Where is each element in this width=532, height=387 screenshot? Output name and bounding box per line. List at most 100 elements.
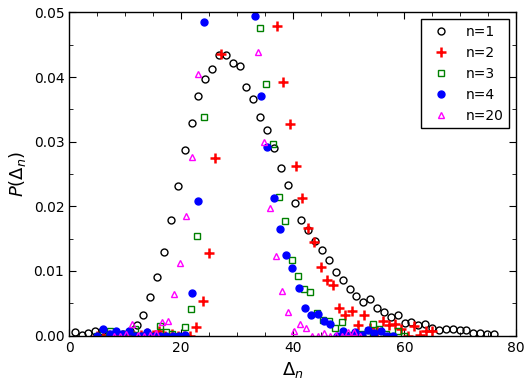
- n=3: [151, 333, 157, 338]
- n=20: [117, 333, 123, 338]
- n=20: [356, 333, 363, 338]
- n=1: [113, 330, 119, 335]
- n=20: [321, 330, 327, 335]
- n=4: [100, 327, 106, 332]
- n=3: [144, 333, 151, 338]
- n=4: [195, 199, 201, 204]
- n=3: [138, 333, 144, 338]
- n=20: [345, 330, 351, 335]
- n=4: [270, 195, 277, 200]
- n=4: [359, 332, 365, 337]
- n=3: [395, 329, 401, 333]
- n=20: [195, 72, 201, 77]
- n=3: [125, 332, 131, 336]
- n=20: [267, 205, 273, 210]
- n=3: [263, 81, 270, 86]
- n=4: [138, 333, 144, 338]
- n=3: [257, 26, 263, 30]
- n=20: [351, 330, 357, 334]
- n=20: [171, 292, 177, 296]
- n=3: [401, 333, 408, 338]
- n=20: [272, 254, 279, 259]
- n=1: [106, 333, 112, 338]
- n=4: [378, 329, 384, 333]
- n=4: [157, 333, 163, 338]
- n=20: [123, 331, 129, 336]
- n=20: [177, 260, 183, 265]
- n=3: [345, 333, 351, 337]
- n=4: [126, 329, 132, 333]
- n=4: [321, 319, 327, 323]
- n=20: [189, 154, 195, 159]
- n=20: [129, 322, 135, 327]
- n=3: [201, 115, 207, 119]
- Line: n=2: n=2: [92, 0, 437, 341]
- n=1: [339, 278, 346, 283]
- n=3: [282, 219, 288, 223]
- n=2: [423, 329, 429, 334]
- n=20: [182, 214, 189, 219]
- n=1: [292, 201, 298, 205]
- n=3: [131, 327, 138, 331]
- n=3: [301, 287, 307, 291]
- n=3: [338, 320, 345, 324]
- n=4: [352, 329, 359, 334]
- n=1: [161, 250, 167, 254]
- n=2: [429, 329, 436, 333]
- n=4: [163, 333, 170, 338]
- n=4: [327, 322, 334, 326]
- n=4: [144, 330, 151, 334]
- n=3: [106, 329, 113, 333]
- n=20: [147, 333, 153, 337]
- n=4: [201, 20, 207, 24]
- n=3: [188, 306, 194, 311]
- n=3: [270, 142, 276, 147]
- n=20: [159, 320, 165, 325]
- n=3: [100, 330, 106, 335]
- n=3: [332, 326, 339, 330]
- n=3: [389, 333, 395, 338]
- n=3: [376, 327, 383, 332]
- n=4: [119, 332, 126, 336]
- Line: n=3: n=3: [94, 0, 408, 339]
- n=20: [153, 330, 159, 335]
- n=4: [384, 333, 390, 338]
- Legend: n=1, n=2, n=3, n=4, n=20: n=1, n=2, n=3, n=4, n=20: [421, 19, 509, 128]
- n=20: [303, 325, 309, 330]
- n=20: [135, 333, 141, 338]
- n=20: [309, 333, 315, 338]
- n=4: [302, 306, 308, 310]
- n=1: [450, 326, 456, 331]
- n=3: [194, 234, 201, 238]
- n=2: [218, 52, 225, 57]
- n=4: [296, 286, 302, 290]
- n=2: [131, 333, 137, 338]
- n=3: [156, 324, 163, 329]
- n=4: [252, 14, 258, 19]
- Line: n=1: n=1: [71, 51, 497, 339]
- n=2: [94, 333, 100, 338]
- n=20: [332, 332, 339, 337]
- n=4: [170, 333, 176, 338]
- n=20: [111, 333, 117, 338]
- n=1: [188, 121, 195, 126]
- n=1: [71, 329, 78, 334]
- n=2: [174, 333, 181, 338]
- n=4: [283, 253, 289, 258]
- n=4: [334, 333, 340, 338]
- n=3: [370, 322, 376, 326]
- X-axis label: $\Delta_n$: $\Delta_n$: [282, 360, 303, 380]
- n=20: [296, 322, 303, 326]
- n=20: [285, 310, 291, 314]
- n=4: [289, 266, 296, 271]
- n=20: [314, 333, 321, 338]
- n=4: [314, 312, 321, 316]
- n=20: [279, 288, 285, 293]
- n=3: [276, 195, 282, 199]
- n=4: [308, 313, 314, 318]
- n=3: [113, 331, 119, 336]
- n=4: [346, 333, 352, 338]
- n=20: [327, 333, 333, 338]
- n=4: [176, 333, 182, 338]
- n=3: [119, 333, 126, 338]
